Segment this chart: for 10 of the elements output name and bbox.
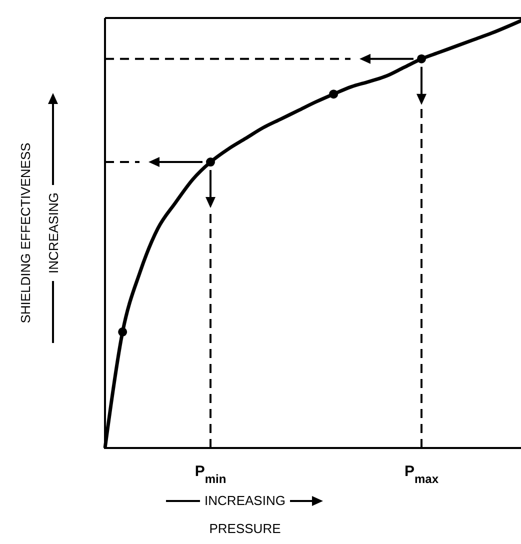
text: INCREASING: [204, 493, 286, 508]
point: [118, 327, 128, 336]
text: SHIELDING EFFECTIVENESS: [18, 142, 33, 324]
text: INCREASING: [46, 192, 61, 274]
x-axis-title: PRESSURE: [209, 521, 282, 536]
x-tick-label: P$_{max}$: [404, 463, 439, 486]
x-tick-label: P$_{min}$: [194, 463, 226, 486]
point: [206, 158, 215, 167]
point: [417, 54, 426, 64]
point: [329, 90, 338, 99]
